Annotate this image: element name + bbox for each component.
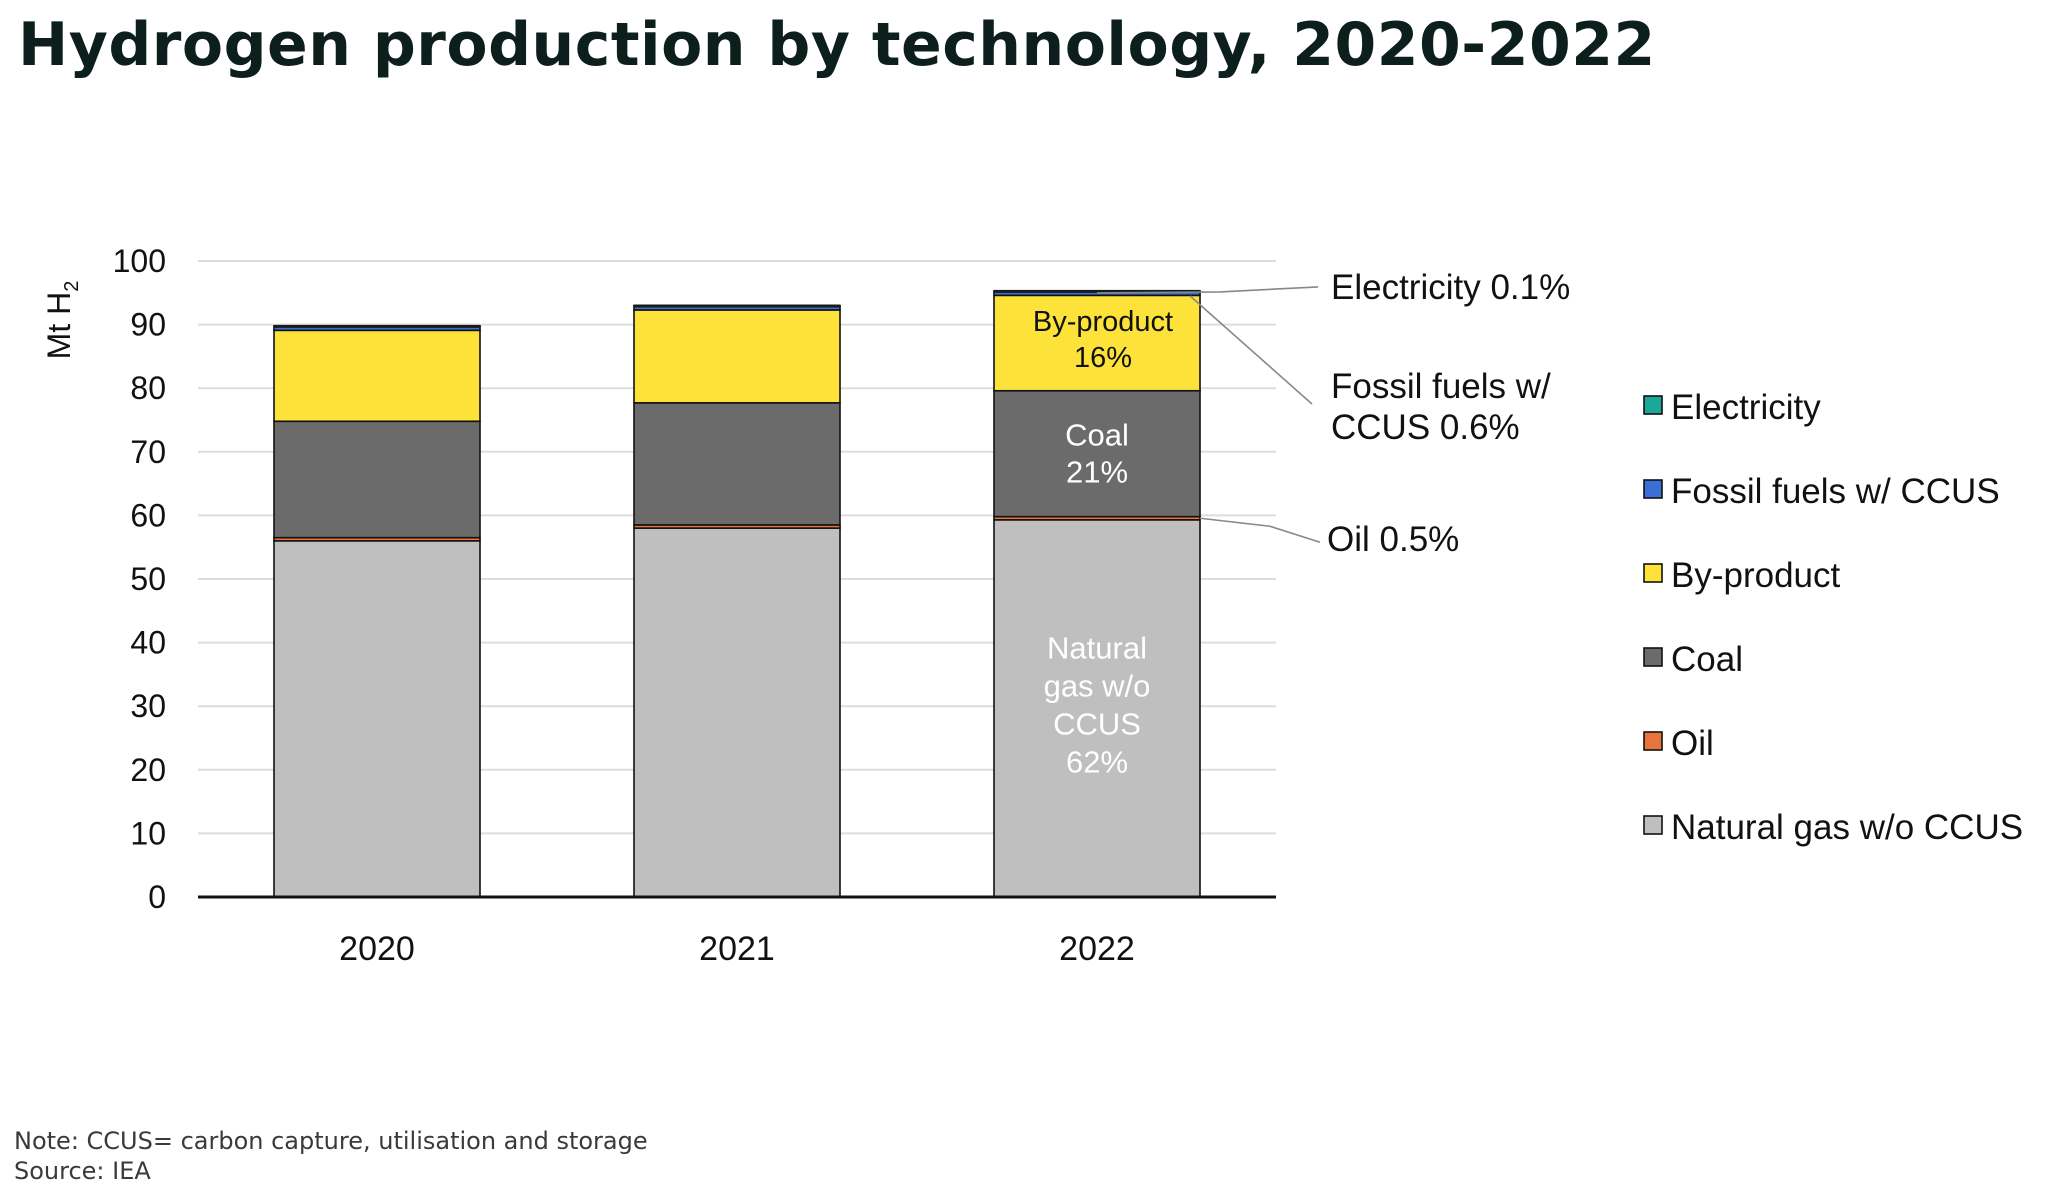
y-tick-label: 80 [130, 370, 166, 406]
y-tick-label: 60 [130, 497, 166, 533]
note-text: Note: CCUS= carbon capture, utilisation … [14, 1127, 648, 1155]
legend-label: Electricity [1671, 388, 1821, 427]
bar-segment [633, 527, 841, 898]
legend-swatch [1643, 731, 1663, 751]
legend-label: Oil [1671, 724, 1714, 763]
bar-segment [273, 420, 481, 539]
y-tick-label: 90 [130, 307, 166, 343]
bar-top-cap [994, 289, 1200, 293]
annotation-leader-oil [1199, 517, 1321, 544]
bar-segment [273, 540, 481, 898]
y-tick-label: 20 [130, 752, 166, 788]
bar-label-byproduct: By-product [1033, 306, 1173, 338]
bar-label-natural-gas: CCUS [1053, 706, 1141, 741]
x-tick-label: 2021 [699, 930, 775, 968]
bar-segment [993, 519, 1201, 898]
annotation-fossil-ccus: Fossil fuels w/ [1331, 367, 1551, 406]
bar-segment [273, 329, 481, 423]
legend-swatch [1643, 479, 1663, 499]
bar-segment [633, 402, 841, 526]
y-tick-label: 40 [130, 625, 166, 661]
bar-label-coal: 21% [1066, 455, 1128, 490]
annotation-oil: Oil 0.5% [1327, 520, 1459, 559]
legend-swatch [1643, 647, 1663, 667]
bar-label-coal: Coal [1065, 418, 1129, 453]
source-text: Source: IEA [14, 1157, 151, 1185]
bar-segment [993, 389, 1201, 518]
annotation-leader-fossil-ccus [1189, 295, 1313, 405]
annotation-electricity: Electricity 0.1% [1331, 268, 1570, 307]
y-tick-label: 0 [148, 879, 166, 915]
annotation-leader-electricity [1096, 286, 1319, 294]
bar-top-cap [634, 304, 840, 308]
bar-segment [633, 309, 841, 404]
bar-label-natural-gas: Natural [1047, 630, 1147, 665]
legend-label: Natural gas w/o CCUS [1671, 808, 2023, 847]
legend-label: Fossil fuels w/ CCUS [1671, 472, 2000, 511]
x-tick-label: 2022 [1059, 930, 1135, 968]
legend-swatch [1643, 395, 1663, 415]
x-tick-label: 2020 [339, 930, 415, 968]
chart-title: Hydrogen production by technology, 2020-… [18, 10, 1656, 80]
bar-top-cap [274, 324, 480, 328]
bar-label-byproduct: 16% [1074, 342, 1132, 374]
y-tick-label: 10 [130, 815, 166, 851]
annotation-fossil-ccus: CCUS 0.6% [1331, 408, 1520, 447]
y-tick-label: 70 [130, 434, 166, 470]
legend-label: By-product [1671, 556, 1841, 595]
y-tick-label: 100 [113, 243, 166, 279]
legend-swatch [1643, 563, 1663, 583]
bar-label-natural-gas: gas w/o [1044, 668, 1151, 703]
y-axis-label: Mt H2 [41, 281, 83, 360]
legend-label: Coal [1671, 640, 1743, 679]
y-tick-label: 30 [130, 688, 166, 724]
bar-label-natural-gas: 62% [1066, 744, 1128, 779]
bar-segment [993, 294, 1201, 392]
legend-swatch [1643, 815, 1663, 835]
y-tick-label: 50 [130, 561, 166, 597]
footer: Note: CCUS= carbon capture, utilisation … [14, 1126, 648, 1186]
